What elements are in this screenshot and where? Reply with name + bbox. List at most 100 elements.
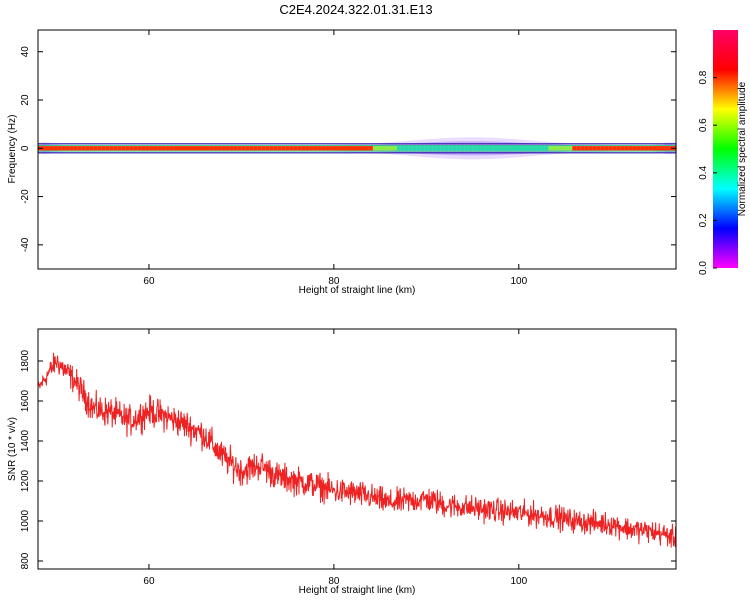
- spectrogram-core-cell: [520, 146, 526, 151]
- spectrogram-core-cell: [81, 146, 87, 151]
- spectrogram-core-cell: [189, 146, 195, 151]
- spectrogram-core-cell: [225, 146, 230, 151]
- spectrogram-core-cell: [289, 146, 294, 151]
- spectrogram-core-cell: [77, 146, 83, 151]
- snr-panel: 60 80 100 800 1000 1200 1400 1600 1800 Height o…: [7, 328, 677, 596]
- spectrogram-core-cell: [664, 146, 669, 151]
- figure-title: C2E4.2024.322.01.31.E13: [279, 2, 432, 17]
- spectrogram-core-cell: [368, 146, 374, 151]
- spectrogram-core-cell: [392, 146, 398, 151]
- spectrogram-core-cell: [285, 146, 290, 151]
- spectrogram-core-cell: [93, 146, 99, 151]
- spectrogram-core-cell: [313, 146, 318, 151]
- spectrogram-core-cell: [588, 146, 593, 151]
- spectrogram-core-cell: [444, 146, 450, 151]
- spectrogram-y-tick-label: 40: [20, 46, 31, 58]
- spectrogram-core-cell: [400, 146, 406, 151]
- spectrogram-core-cell: [556, 146, 561, 151]
- spectrogram-core-cell: [85, 146, 91, 151]
- spectrogram-y-tick-label: -40: [20, 237, 31, 252]
- spectrogram-core-cell: [241, 146, 246, 151]
- spectrogram-core-cell: [193, 146, 199, 151]
- spectrogram-core-cell: [592, 146, 597, 151]
- spectrogram-core-cell: [460, 146, 466, 151]
- snr-y-tick-label: 1800: [20, 349, 31, 372]
- spectrogram-core-cell: [337, 146, 342, 151]
- spectrogram-core-cell: [476, 146, 482, 151]
- spectrogram-y-tick-label: 20: [20, 94, 31, 106]
- spectrogram-core-cell: [552, 146, 557, 151]
- spectrogram-core-cell: [133, 146, 139, 151]
- spectrogram-core-cell: [277, 146, 282, 151]
- spectrogram-core-cell: [57, 146, 63, 151]
- spectrogram-core-cell: [165, 146, 171, 151]
- colorbar-tick-label: 0.0: [698, 261, 709, 275]
- spectrogram-core-cell: [309, 146, 314, 151]
- spectrogram-core-cell: [125, 146, 131, 151]
- snr-y-tick-label: 800: [20, 552, 31, 569]
- spectrogram-core-cell: [572, 146, 577, 151]
- spectrogram-core-cell: [101, 146, 107, 151]
- snr-frame: [37, 328, 677, 570]
- spectrogram-core-cell: [508, 146, 514, 151]
- spectrogram-core-cell: [325, 146, 330, 151]
- spectrogram-core-cell: [265, 146, 270, 151]
- spectrogram-core-cell: [89, 146, 95, 151]
- spectrogram-core-cell: [456, 146, 462, 151]
- spectrogram-core-cell: [528, 146, 534, 151]
- spectrogram-core-cell: [376, 146, 382, 151]
- spectrogram-core-cell: [41, 146, 47, 151]
- colorbar-tick-label: 0.2: [698, 213, 709, 227]
- spectrogram-core-cell: [380, 146, 386, 151]
- spectrogram-core-cell: [604, 146, 609, 151]
- spectrogram-core-cell: [468, 146, 474, 151]
- spectrogram-core-cell: [404, 146, 410, 151]
- spectrogram-core-cell: [53, 146, 59, 151]
- spectrogram-core-cell: [273, 146, 278, 151]
- spectrogram-core-cell: [317, 146, 322, 151]
- snr-y-tick-label: 1400: [20, 429, 31, 452]
- spectrogram-core-cell: [396, 146, 402, 151]
- spectrogram-core-cell: [301, 146, 306, 151]
- spectrogram-core-cell: [428, 146, 434, 151]
- spectrogram-core-cell: [372, 146, 378, 151]
- snr-y-tick-label: 1600: [20, 389, 31, 412]
- spectrogram-core-cell: [137, 146, 143, 151]
- colorbar-tick-label: 0.6: [698, 118, 709, 132]
- spectrogram-core-cell: [129, 146, 135, 151]
- spectrogram-core-cell: [536, 146, 542, 151]
- spectrogram-core-cell: [109, 146, 115, 151]
- spectrogram-core-cell: [157, 146, 163, 151]
- spectrogram-core-cell: [564, 146, 569, 151]
- spectrogram-core-cell: [61, 146, 67, 151]
- spectrogram-core-cell: [201, 146, 207, 151]
- spectrogram-core-cell: [616, 146, 621, 151]
- snr-x-tick-label: 60: [143, 576, 155, 587]
- spectrogram-core-cell: [177, 146, 183, 151]
- spectrogram-core-cell: [261, 146, 266, 151]
- spectrogram-core-cell: [560, 146, 565, 151]
- spectrogram-core-cell: [249, 146, 254, 151]
- spectrogram-y-ticks: -40 -20 0 20 40: [20, 46, 676, 252]
- spectrogram-core-cell: [600, 146, 605, 151]
- spectrogram-core-cell: [580, 146, 585, 151]
- spectrogram-core-cell: [388, 146, 394, 151]
- spectrogram-core-cell: [45, 146, 51, 151]
- spectrogram-core-cell: [69, 146, 75, 151]
- spectrogram-core-cell: [217, 146, 223, 151]
- spectrogram-core-cell: [329, 146, 334, 151]
- spectrogram-core-cell: [349, 146, 354, 151]
- spectrogram-core-cell: [420, 146, 426, 151]
- spectrogram-core-cell: [65, 146, 71, 151]
- spectrogram-x-ticks: 60 80 100: [143, 30, 528, 287]
- spectrogram-core-cell: [596, 146, 601, 151]
- spectrogram-core-cell: [504, 146, 510, 151]
- spectrogram-core-cell: [628, 146, 633, 151]
- spectrogram-core-cell: [185, 146, 191, 151]
- spectrogram-y-tick-label: -20: [20, 189, 31, 204]
- spectrogram-core-cell: [480, 146, 486, 151]
- spectrogram-core-cell: [484, 146, 490, 151]
- spectrogram-core-cell: [141, 146, 147, 151]
